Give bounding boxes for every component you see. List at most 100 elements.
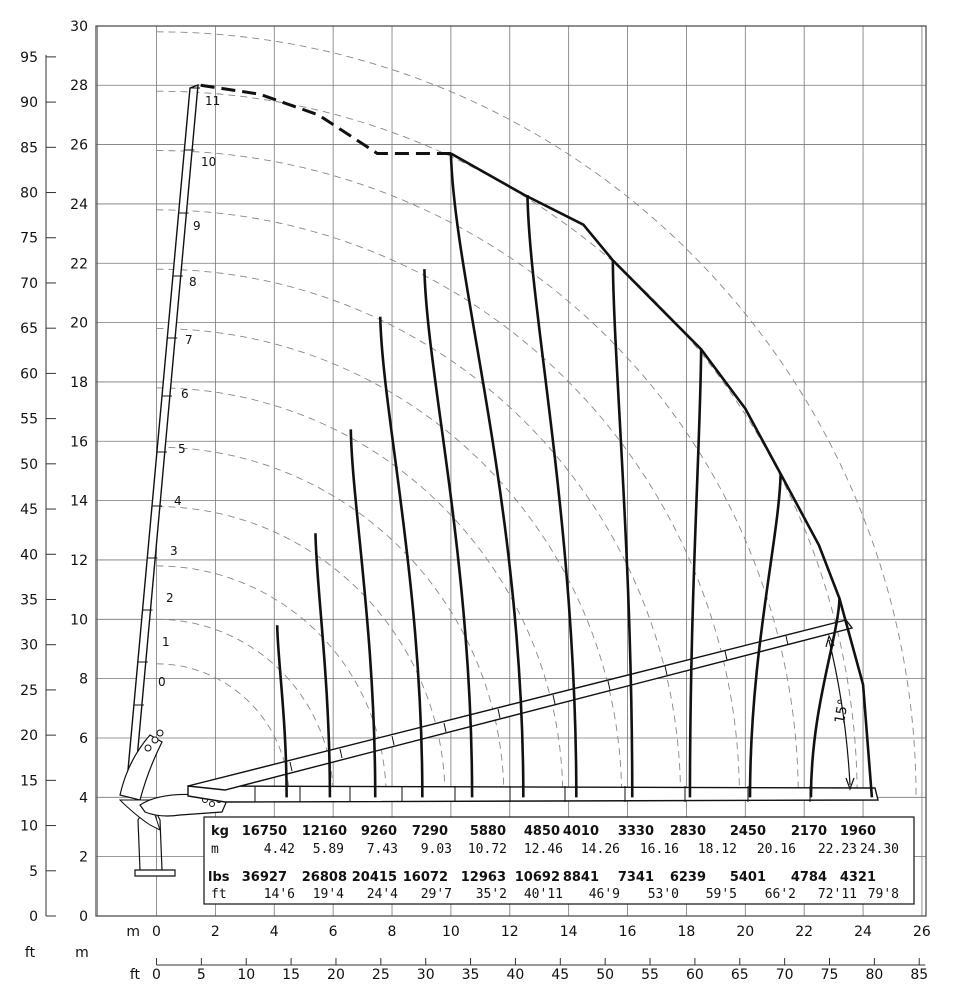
boom-segment-joint [785,635,789,646]
table-ft-value: 53'0 [648,887,679,902]
table-m-value: 4.42 [264,842,295,857]
table-lbs-value: 4784 [791,870,827,885]
y-tick-label-ft: 75 [20,231,38,247]
load-table: kg m lbs ft 16750 12160 9260 7290 5880 4850 4010 33… [203,816,915,905]
y-tick-label-ft: 65 [20,321,38,337]
y-tick-label-ft: 15 [20,773,38,789]
table-kg-value: 2830 [670,824,706,839]
table-ft-value: 40'11 [524,887,563,902]
table-kg-value: 4010 [563,824,599,839]
radius-arc [156,387,564,798]
table-kg-value: 9260 [361,824,397,839]
x-tick-label-m: 20 [736,924,754,940]
radius-arc [156,328,623,798]
x-tick-label-ft: 35 [462,967,480,983]
envelope-solid [450,152,874,798]
table-ft-value: 79'8 [868,887,899,902]
x-tick-label-ft: 15 [282,967,300,983]
table-lbs-value: 5401 [730,870,766,885]
table-m-value: 20.16 [757,842,796,857]
y-tick-label-ft: 0 [29,909,38,925]
load-curve [611,260,634,798]
x-tick-label-ft: 45 [551,967,569,983]
table-lbs-value: 16072 [403,870,448,885]
x-tick-label-m: 0 [152,924,161,940]
table-lbs-value: 20415 [352,870,397,885]
load-curve [349,429,377,798]
boom-position-label: 6 [181,387,189,401]
load-curve [748,473,782,798]
table-ft-value: 66'2 [765,887,796,902]
table-ft-label: ft [211,887,227,902]
table-lbs-value: 36927 [242,870,287,885]
boom-position-label: 0 [158,675,166,689]
x-tick-label-m: 4 [270,924,279,940]
angle-label: 15° [832,698,852,725]
boom-position-label: 1 [162,635,170,649]
radius-arc [156,565,387,798]
load-curve [314,533,332,798]
load-curve [423,269,474,798]
y-tick-label-ft: 30 [20,638,38,654]
load-curve [275,625,288,798]
angle-arrow-bottom [845,777,855,791]
table-m-value: 5.89 [313,842,344,857]
y-tick-label-m: 26 [70,138,88,154]
table-box [203,816,915,905]
table-lbs-label: lbs [208,870,230,885]
y-tick-label-m: 18 [70,375,88,391]
y-tick-label-ft: 70 [20,276,38,292]
y-tick-label-ft: 55 [20,412,38,428]
y-tick-label-ft: 40 [20,547,38,563]
table-m-value: 22.23 [818,842,857,857]
y-tick-label-ft: 25 [20,683,38,699]
table-ft-value: 29'7 [421,887,452,902]
boom-position-label: 8 [189,275,197,289]
table-m-value: 14.26 [581,842,620,857]
table-m-value: 7.43 [367,842,398,857]
y-tick-label-ft: 20 [20,728,38,744]
table-ft-value: 24'4 [367,887,398,902]
y-tick-label-ft: 80 [20,186,38,202]
envelope-dashed [200,83,451,155]
boom-position-label: 10 [201,155,216,169]
plot-frame [95,25,927,917]
y-tick-label-ft: 95 [20,50,38,66]
x-tick-label-m: 8 [388,924,397,940]
table-m-value: 12.46 [524,842,563,857]
y-tick-label-m: 14 [70,494,88,510]
table-kg-value: 12160 [302,824,347,839]
boom-position-label: 7 [185,333,193,347]
load-curve [449,153,525,798]
table-lbs-value: 6239 [670,870,706,885]
radius-arc [156,90,858,798]
table-kg-value: 2170 [791,824,827,839]
load-curves [200,83,874,799]
y-tick-label-ft: 90 [20,95,38,111]
x-tick-label-ft: 40 [507,967,525,983]
radius-arc [156,209,740,798]
radius-arc [156,150,799,798]
table-lbs-value: 4321 [840,870,876,885]
y-tick-label-m: 4 [79,790,88,806]
x-tick-label-m: 26 [913,924,931,940]
pin-joint [209,801,215,807]
boom-segment-joint [391,735,395,746]
y-tick-label-m: 8 [79,672,88,688]
x-tick-label-m: 22 [795,924,813,940]
pin-joint [156,729,164,737]
boom-position-label: 2 [166,591,174,605]
boom-position-label: 3 [170,544,178,558]
outrigger-foot [134,869,176,877]
boom-segment-joint [724,650,728,661]
x-axis-m-unit: m [126,924,140,940]
boom-position-label: 11 [205,94,220,108]
x-tick-label-ft: 60 [686,967,704,983]
x-tick-label-m: 24 [854,924,872,940]
boom-segment-joint [443,722,447,733]
x-tick-label-ft: 5 [197,967,206,983]
x-tick-label-m: 16 [619,924,637,940]
table-lbs-value: 26808 [302,870,347,885]
y-tick-label-m: 6 [79,731,88,747]
table-lbs-value: 8841 [563,870,599,885]
